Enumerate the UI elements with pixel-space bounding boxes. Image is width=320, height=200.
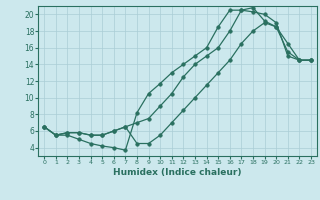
X-axis label: Humidex (Indice chaleur): Humidex (Indice chaleur) — [113, 168, 242, 177]
